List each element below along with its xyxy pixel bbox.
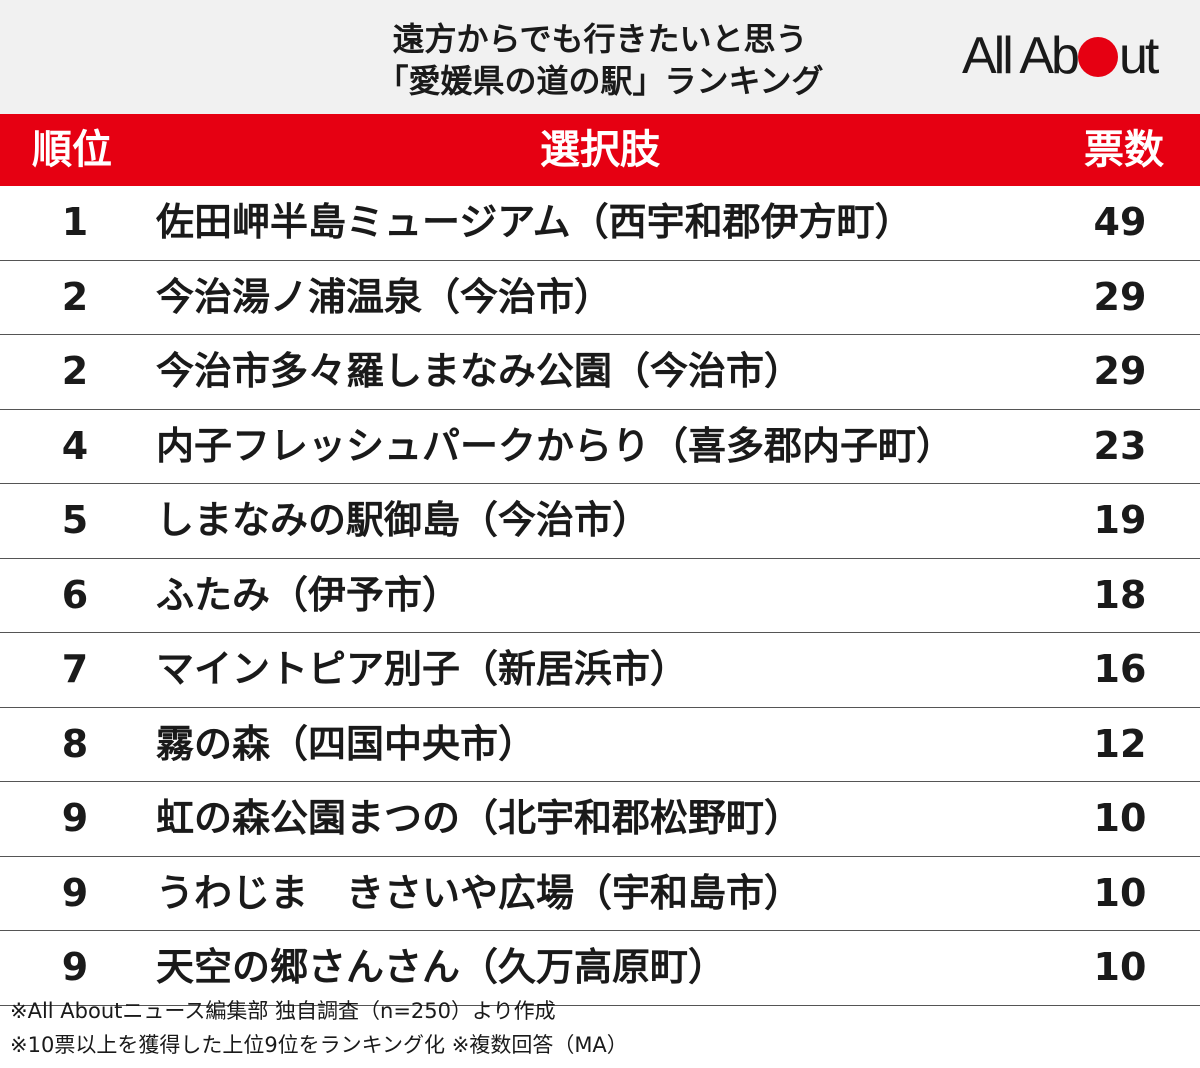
table-header: 順位 選択肢 票数: [0, 114, 1200, 186]
rank-cell: 6: [61, 572, 89, 617]
logo-text-post: ut: [1118, 27, 1159, 85]
column-header-votes: 票数: [1084, 127, 1164, 173]
allabout-logo: All Ab ut: [962, 26, 1182, 86]
footnote-method: ※10票以上を獲得した上位9位をランキング化 ※複数回答（MA）: [10, 1033, 628, 1057]
table-row: 2 今治市多々羅しまなみ公園（今治市） 29: [0, 335, 1200, 410]
name-cell: 佐田岬半島ミュージアム（西宇和郡伊方町）: [156, 200, 913, 244]
rank-cell: 2: [61, 274, 89, 319]
table-row: 4 内子フレッシュパークからり（喜多郡内子町） 23: [0, 410, 1200, 484]
votes-cell: 19: [1093, 498, 1147, 542]
votes-cell: 10: [1093, 945, 1147, 989]
votes-cell: 10: [1093, 796, 1147, 840]
header: 遠方からでも行きたいと思う 「愛媛県の道の駅」ランキング All Ab ut: [0, 0, 1200, 114]
footnote-source: ※All Aboutニュース編集部 独自調査（n=250）より作成: [10, 999, 556, 1023]
logo-text-pre: All Ab: [962, 27, 1080, 85]
table-row: 5 しまなみの駅御島（今治市） 19: [0, 484, 1200, 559]
rank-cell: 8: [61, 721, 89, 766]
rank-cell: 2: [61, 349, 89, 393]
table-body: 1 佐田岬半島ミュージアム（西宇和郡伊方町） 49 2 今治湯ノ浦温泉（今治市）…: [0, 186, 1200, 1006]
name-cell: 今治湯ノ浦温泉（今治市）: [156, 274, 613, 319]
votes-cell: 12: [1093, 721, 1147, 766]
name-cell: 今治市多々羅しまなみ公園（今治市）: [156, 349, 803, 393]
name-cell: マイントピア別子（新居浜市）: [156, 647, 689, 691]
rank-cell: 1: [61, 200, 89, 244]
title-line-2: 「愛媛県の道の駅」ランキング: [376, 62, 824, 100]
rank-cell: 9: [61, 945, 89, 989]
table-row: 8 霧の森（四国中央市） 12: [0, 708, 1200, 782]
name-cell: うわじま きさいや広場（宇和島市）: [156, 870, 803, 915]
votes-cell: 49: [1093, 200, 1147, 244]
name-cell: 虹の森公園まつの（北宇和郡松野町）: [156, 796, 803, 840]
rank-cell: 7: [61, 647, 89, 691]
column-header-rank: 順位: [32, 127, 112, 173]
title-line-1: 遠方からでも行きたいと思う: [392, 20, 808, 58]
name-cell: 内子フレッシュパークからり（喜多郡内子町）: [156, 423, 955, 468]
name-cell: 天空の郷さんさん（久万高原町）: [156, 945, 727, 989]
votes-cell: 29: [1093, 349, 1147, 393]
votes-cell: 18: [1093, 572, 1147, 617]
rank-cell: 4: [61, 423, 89, 468]
rank-cell: 5: [61, 498, 89, 542]
votes-cell: 23: [1093, 423, 1147, 468]
table-row: 9 天空の郷さんさん（久万高原町） 10: [0, 931, 1200, 1006]
table-row: 2 今治湯ノ浦温泉（今治市） 29: [0, 261, 1200, 335]
votes-cell: 29: [1093, 274, 1147, 319]
name-cell: しまなみの駅御島（今治市）: [156, 498, 651, 542]
votes-cell: 10: [1093, 870, 1147, 915]
votes-cell: 16: [1093, 647, 1147, 691]
table-row: 6 ふたみ（伊予市） 18: [0, 559, 1200, 633]
rank-cell: 9: [61, 796, 89, 840]
name-cell: ふたみ（伊予市）: [156, 572, 461, 617]
table-row: 9 うわじま きさいや広場（宇和島市） 10: [0, 857, 1200, 931]
chart-title: 遠方からでも行きたいと思う 「愛媛県の道の駅」ランキング: [250, 18, 950, 102]
column-header-choice: 選択肢: [540, 127, 660, 173]
footnotes: ※All Aboutニュース編集部 独自調査（n=250）より作成 ※10票以上…: [10, 994, 628, 1062]
name-cell: 霧の森（四国中央市）: [156, 721, 537, 766]
table-row: 9 虹の森公園まつの（北宇和郡松野町） 10: [0, 782, 1200, 857]
table-row: 1 佐田岬半島ミュージアム（西宇和郡伊方町） 49: [0, 186, 1200, 261]
rank-cell: 9: [61, 870, 89, 915]
table-row: 7 マイントピア別子（新居浜市） 16: [0, 633, 1200, 708]
logo-dot-icon: [1077, 37, 1118, 77]
